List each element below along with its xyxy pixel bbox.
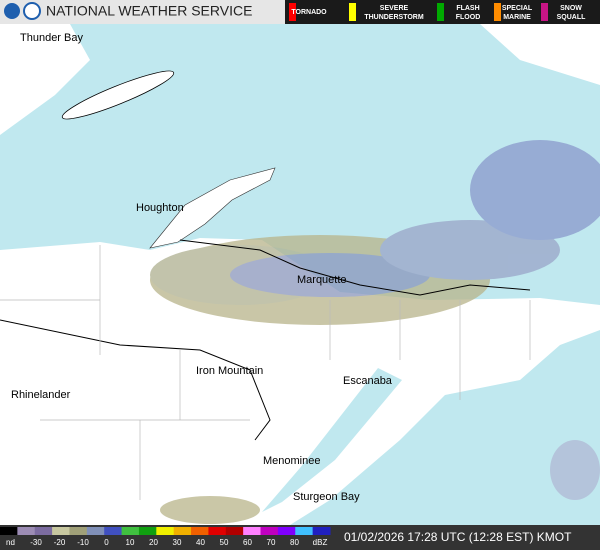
scale-label: 10 — [126, 538, 135, 547]
scale-swatch — [173, 527, 192, 535]
scale-label: -20 — [54, 538, 66, 547]
scale-swatch — [156, 527, 175, 535]
scale-label: -10 — [77, 538, 89, 547]
scale-swatch — [208, 527, 227, 535]
scale-swatch — [34, 527, 53, 535]
nws-logo — [23, 2, 41, 20]
city-label: Thunder Bay — [20, 32, 83, 44]
scale-swatch — [69, 527, 88, 535]
warning-label: FLOOD — [456, 14, 481, 21]
city-label: Escanaba — [343, 375, 393, 387]
scale-swatch — [104, 527, 123, 535]
scale-label: -30 — [30, 538, 42, 547]
scale-label: 40 — [196, 538, 205, 547]
scale-swatch — [260, 527, 279, 535]
lake-michigan — [290, 330, 600, 525]
header — [0, 0, 285, 24]
warning-label: SQUALL — [557, 14, 587, 21]
scale-label: 20 — [149, 538, 158, 547]
scale-label: 50 — [220, 538, 229, 547]
isle-royale — [61, 70, 175, 120]
warning-label: SPECIAL — [502, 5, 533, 12]
county-lines — [0, 245, 531, 500]
city-label: Houghton — [136, 202, 184, 214]
keweenaw — [149, 167, 276, 249]
city-label: Menominee — [263, 455, 320, 467]
scale-swatch — [243, 527, 262, 535]
warning-swatch — [494, 3, 501, 21]
header-title: NATIONAL WEATHER SERVICE — [46, 3, 252, 19]
city-label: Sturgeon Bay — [293, 491, 360, 503]
scale-swatch — [17, 527, 36, 535]
noaa-logo — [4, 3, 20, 19]
warning-label: FLASH — [456, 5, 479, 12]
scale-unit: dBZ — [313, 538, 328, 547]
scale-label: nd — [6, 538, 15, 547]
scale-swatch — [295, 527, 314, 535]
scale-label: 70 — [267, 538, 276, 547]
warning-swatch — [289, 3, 296, 21]
scale-label: 0 — [104, 538, 109, 547]
timestamp: 01/02/2026 17:28 UTC (12:28 EST) KMOT — [344, 530, 572, 544]
scale-swatch — [277, 527, 296, 535]
scale-swatch — [138, 527, 157, 535]
green-bay — [262, 368, 402, 512]
scale-swatch — [0, 527, 18, 535]
warning-swatch — [349, 3, 356, 21]
warning-label: SNOW — [560, 5, 582, 12]
scale-swatch — [86, 527, 105, 535]
scale-swatch — [121, 527, 140, 535]
warning-label: MARINE — [503, 14, 531, 21]
scale-label: 60 — [243, 538, 252, 547]
city-label: Iron Mountain — [196, 365, 263, 377]
warning-label: TORNADO — [291, 9, 327, 16]
warning-label: THUNDERSTORM — [364, 14, 424, 21]
warning-swatch — [541, 3, 548, 21]
warning-swatch — [437, 3, 444, 21]
scale-label: 80 — [290, 538, 299, 547]
warning-label: SEVERE — [380, 5, 409, 12]
scale-swatch — [191, 527, 209, 535]
city-label: Rhinelander — [11, 389, 71, 401]
scale-label: 30 — [173, 538, 182, 547]
scale-swatch — [52, 527, 70, 535]
city-label: Marquette — [297, 274, 347, 286]
scale-swatch — [312, 527, 331, 535]
scale-swatch — [225, 527, 244, 535]
radar-echoes — [150, 140, 600, 524]
